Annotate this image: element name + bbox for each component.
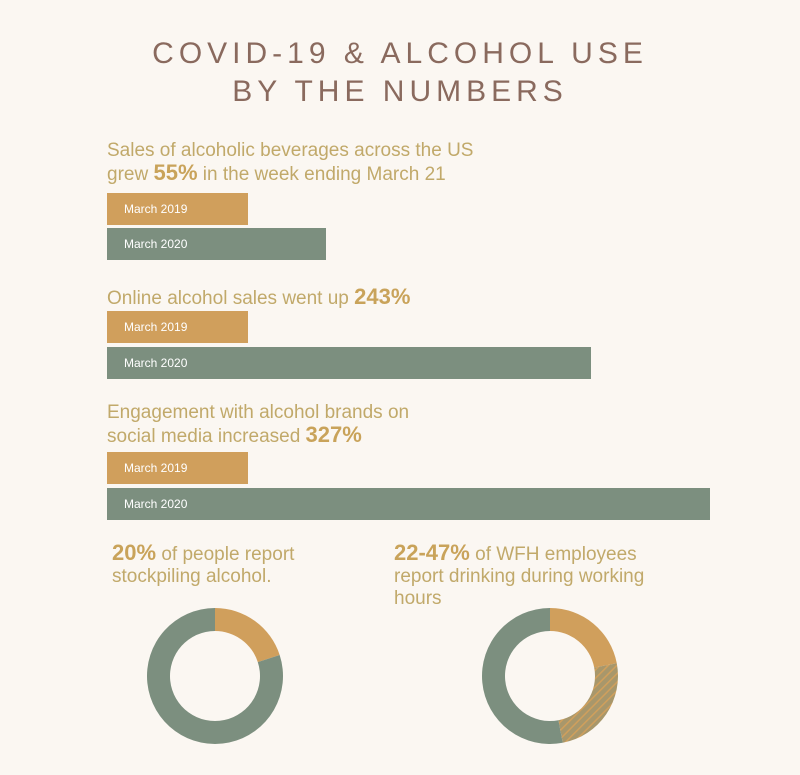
- sales-label: Sales of alcoholic beverages across the …: [107, 140, 473, 186]
- wfh-stat: 22-47% of WFH employees report drinking …: [394, 540, 645, 610]
- sales-label-line-2: grew 55% in the week ending March 21: [107, 160, 446, 186]
- engagement-label-line-1: Engagement with alcohol brands on: [107, 402, 410, 423]
- stockpiling-percent: 20%: [112, 540, 157, 565]
- page-title-line-1: COVID-19 & ALCOHOL USE: [152, 37, 648, 70]
- donut-0-slice-1: [147, 608, 283, 744]
- engagement-bar-march-2019: March 2019: [107, 452, 248, 484]
- engagement-bar-march-2020: March 2020: [107, 488, 710, 520]
- online-sales-growth-value: 243%: [354, 284, 411, 309]
- stockpiling-donut: [147, 608, 283, 744]
- donut-0-slice-0: [215, 608, 280, 663]
- online-bar-march-2020: March 2020: [107, 347, 591, 379]
- engagement-label: Engagement with alcohol brands on social…: [107, 402, 409, 448]
- engagement-growth-value: 327%: [305, 422, 362, 447]
- online-bar-march-2019: March 2019: [107, 311, 248, 343]
- donut-1-slice-1: [558, 663, 618, 743]
- engagement-label-line-2: social media increased 327%: [107, 422, 362, 448]
- wfh-percent: 22-47%: [394, 540, 470, 565]
- sales-bar-march-2019: March 2019: [107, 193, 248, 225]
- online-sales-label: Online alcohol sales went up 243%: [107, 284, 411, 310]
- wfh-donut: [481, 608, 618, 744]
- stockpiling-stat: 20% of people report stockpiling alcohol…: [112, 540, 295, 588]
- donut-1-slice-0: [550, 608, 617, 668]
- page-title-line-2: BY THE NUMBERS: [232, 75, 568, 108]
- sales-growth-value: 55%: [153, 160, 198, 185]
- sales-bar-march-2020: March 2020: [107, 228, 326, 260]
- sales-label-line-1: Sales of alcoholic beverages across the …: [107, 140, 474, 161]
- donut-1-slice-2: [481, 608, 563, 744]
